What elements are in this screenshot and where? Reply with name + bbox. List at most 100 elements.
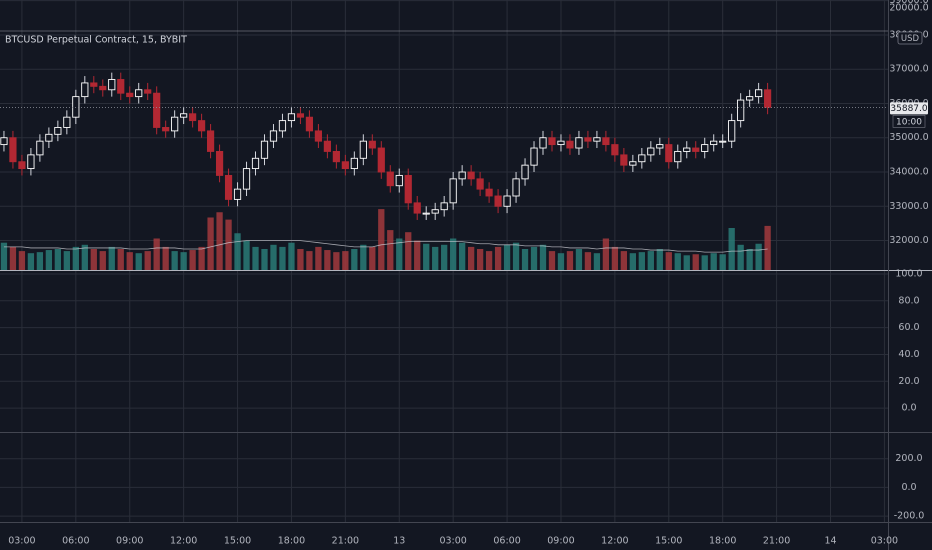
volume-bar — [108, 246, 115, 270]
x-tick-label: 15:00 — [224, 536, 251, 547]
candle-body — [153, 92, 161, 128]
volume-bar — [674, 253, 681, 270]
volume-bar — [620, 251, 628, 270]
volume-bar — [459, 242, 466, 270]
volume-bar — [45, 250, 53, 270]
candle-body — [144, 89, 152, 94]
candle-body — [521, 164, 529, 180]
volume-bar — [270, 244, 277, 270]
y-tick-label: 0.0 — [901, 403, 916, 414]
candle-body — [620, 154, 628, 166]
volume-bar — [171, 251, 178, 270]
volume-bar — [629, 253, 636, 270]
volume-bar — [225, 219, 232, 270]
volume-bar — [117, 249, 124, 270]
volume-bar — [701, 255, 708, 270]
x-tick-label: 21:00 — [332, 536, 359, 547]
volume-bar — [512, 242, 520, 270]
y-tick-label: 80.0 — [898, 295, 919, 306]
x-tick-label: 09:00 — [547, 536, 574, 547]
volume-bar — [719, 254, 726, 270]
candle-body — [440, 202, 448, 211]
candle-body — [135, 89, 143, 98]
candle-body — [530, 147, 538, 166]
volume-bar — [9, 246, 17, 270]
volume-bar — [297, 249, 304, 270]
candle-body — [323, 140, 331, 152]
candle-body — [359, 140, 367, 159]
candle-body — [467, 171, 475, 180]
candle-body — [701, 144, 709, 152]
volume-bar — [396, 238, 403, 270]
volume-bar — [387, 230, 394, 270]
candle-body — [198, 120, 206, 132]
volume-bar — [315, 246, 322, 270]
volume-bar — [656, 249, 663, 270]
volume-bar — [207, 217, 214, 270]
candle-body — [368, 140, 376, 149]
candle-body — [602, 137, 610, 146]
y-tick-label: 37000.0 — [889, 64, 928, 75]
candle-body — [260, 140, 269, 159]
candle-body — [674, 150, 682, 163]
volume-bar — [126, 252, 133, 270]
countdown-label: 10:00 — [896, 117, 922, 127]
candle-body — [117, 79, 125, 94]
candle-body — [539, 137, 547, 149]
y-tick-label: 200.0 — [895, 453, 922, 464]
volume-bar — [692, 254, 699, 270]
candle-body — [18, 161, 26, 170]
candle-body — [629, 161, 637, 166]
candle-body — [90, 82, 98, 87]
candle-body — [350, 157, 358, 170]
volume-bar — [351, 249, 358, 270]
currency-badge[interactable] — [897, 31, 923, 45]
volume-bar — [638, 252, 645, 270]
candle-body — [215, 150, 224, 176]
candle-body — [557, 140, 565, 146]
volume-bar — [755, 243, 762, 270]
volume-bar — [423, 243, 430, 270]
volume-bar — [288, 242, 295, 270]
x-tick-label: 18:00 — [709, 536, 736, 547]
x-tick-label: 12:00 — [170, 536, 197, 547]
candle-body — [332, 150, 340, 163]
candle-body — [63, 116, 71, 128]
x-tick-label: 14 — [824, 536, 836, 547]
volume-bar — [306, 251, 313, 270]
candle-body — [45, 133, 53, 142]
volume-bar — [18, 251, 26, 270]
volume-bar — [432, 246, 439, 270]
candle-body — [512, 178, 520, 197]
candle-body — [305, 116, 314, 132]
volume-bar — [647, 251, 654, 270]
candle-body — [341, 161, 349, 170]
volume-bar — [746, 249, 753, 270]
candle-body — [395, 174, 403, 187]
volume-bar — [81, 244, 88, 270]
candle-body — [386, 171, 394, 187]
volume-bar — [234, 233, 241, 270]
y-tick-label: 33000.0 — [889, 201, 928, 212]
candle-body — [593, 137, 601, 142]
volume-bar — [216, 212, 223, 270]
last-price-box — [890, 102, 928, 115]
volume-bar — [324, 250, 331, 270]
candle-body — [638, 154, 646, 163]
candle-body — [72, 96, 80, 118]
volume-bar — [378, 209, 385, 270]
candle-body — [611, 144, 619, 156]
candle-body — [404, 174, 412, 204]
volume-bar — [54, 249, 62, 270]
volume-bar — [476, 249, 484, 270]
volume-bar — [566, 251, 574, 270]
candle-body — [719, 140, 727, 143]
y-tick-label: 20.0 — [898, 376, 919, 387]
candle-body — [314, 130, 322, 142]
candle-body — [566, 140, 574, 149]
volume-ma-line — [3, 240, 768, 253]
x-tick-label: 06:00 — [493, 536, 520, 547]
candle-body — [683, 147, 691, 152]
volume-bar — [548, 251, 556, 270]
